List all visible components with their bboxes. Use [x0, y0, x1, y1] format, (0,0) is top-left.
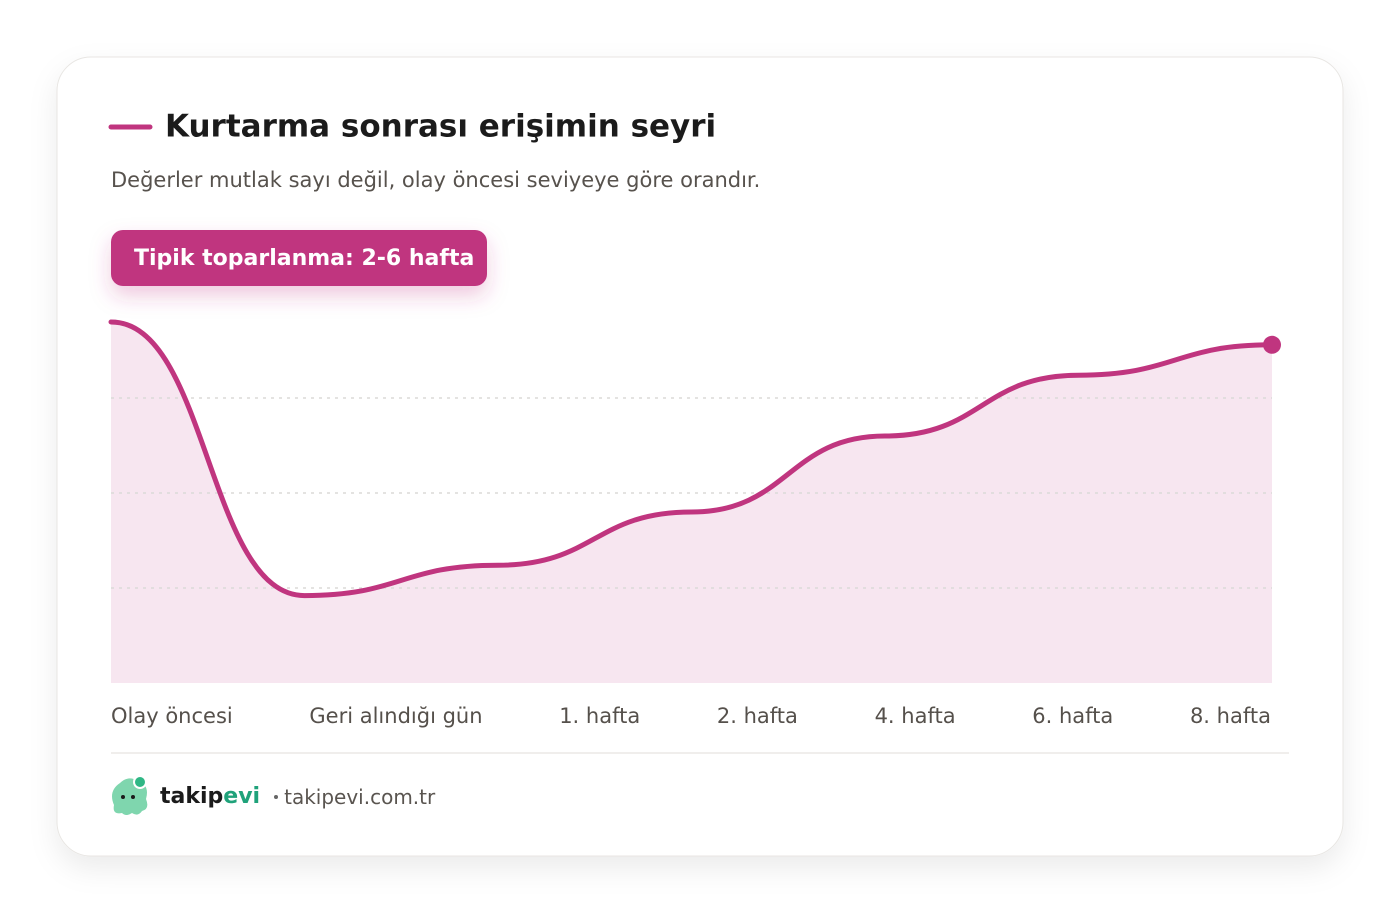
- x-tick-label: 6. hafta: [1032, 704, 1114, 728]
- logo: [112, 775, 148, 815]
- area-fill: [111, 322, 1272, 683]
- url: takipevi.com.tr: [284, 784, 436, 809]
- x-tick-label: 4. hafta: [874, 704, 956, 728]
- end-point: [1263, 335, 1281, 354]
- x-tick-label: 8. hafta: [1189, 704, 1271, 728]
- badge-text: Tipik toparlanma: 2-6 hafta: [134, 246, 474, 271]
- brand: takipevi: [160, 784, 260, 809]
- subtitle: Değerler mutlak sayı değil, olay öncesi …: [111, 168, 760, 192]
- footer: takipevi takipevi.com.tr: [160, 784, 435, 809]
- separator-dot: [274, 794, 279, 799]
- x-tick-label: 1. hafta: [559, 704, 641, 728]
- line: [108, 319, 1275, 599]
- x-tick-label: 2. hafta: [716, 704, 798, 728]
- brand-start: takip: [160, 784, 224, 809]
- x-axis: Olay öncesi Geri alındığı gün 1. hafta 2. h…: [111, 704, 1271, 728]
- brand-end: evi: [223, 784, 261, 809]
- x-tick-label: Olay öncesi: [111, 704, 233, 728]
- badge: [111, 230, 487, 286]
- x-tick-label: Geri alındığı gün: [309, 704, 483, 728]
- chart-title: Kurtarma sonrası erişimin seyri: [165, 109, 716, 145]
